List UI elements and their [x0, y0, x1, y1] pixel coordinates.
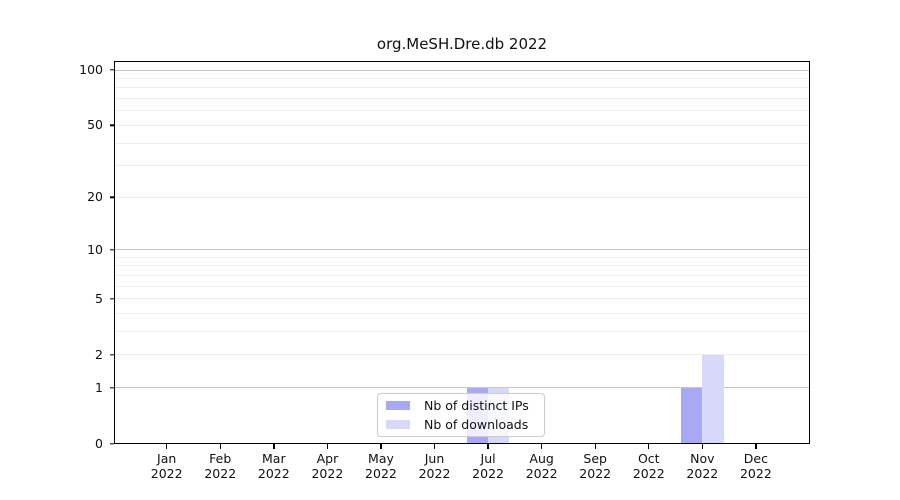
- y-tick-label: 50: [87, 117, 103, 133]
- x-tick-mark: [326, 444, 329, 449]
- legend-row-downloads: Nb of downloads: [378, 417, 544, 433]
- x-tick-mark: [219, 444, 221, 449]
- legend: Nb of distinct IPs Nb of downloads: [377, 393, 545, 437]
- x-tick-label: Apr 2022: [311, 451, 344, 481]
- gridline-minor: [114, 98, 810, 100]
- y-tick-label: 100: [79, 61, 103, 77]
- y-tick-label: 1: [95, 379, 103, 395]
- x-tick-mark: [594, 444, 596, 449]
- x-tick-label: May 2022: [365, 451, 397, 481]
- gridline-minor: [114, 298, 810, 300]
- gridline-minor: [114, 354, 810, 356]
- gridline-minor: [114, 196, 810, 198]
- x-tick-label: Jun 2022: [418, 451, 451, 481]
- legend-row-distinct-ips: Nb of distinct IPs: [378, 398, 544, 414]
- y-tick-label: 0: [95, 435, 103, 451]
- x-tick-label: Jan 2022: [150, 451, 183, 481]
- x-tick-mark: [273, 444, 275, 449]
- x-tick-label: Dec 2022: [739, 451, 772, 481]
- plot-area: [114, 61, 810, 444]
- gridline-minor: [114, 265, 810, 267]
- x-tick-mark: [487, 444, 489, 449]
- gridline-minor: [114, 77, 810, 79]
- y-tick-label: 20: [87, 189, 103, 205]
- chart-title: org.MeSH.Dre.db 2022: [376, 35, 548, 53]
- x-tick-mark: [166, 444, 168, 449]
- gridline-major: [114, 69, 810, 71]
- x-tick-mark: [433, 444, 436, 449]
- x-tick-label: Mar 2022: [257, 451, 290, 481]
- gridline-minor: [114, 274, 810, 276]
- x-tick-mark: [701, 444, 704, 449]
- legend-label-distinct-ips: Nb of distinct IPs: [424, 398, 529, 413]
- y-tick-mark: [109, 248, 114, 251]
- y-tick-mark: [109, 443, 114, 445]
- y-tick-label: 10: [87, 241, 103, 257]
- x-tick-label: Feb 2022: [204, 451, 237, 481]
- gridline-minor: [114, 142, 810, 144]
- gridline-minor: [114, 124, 810, 126]
- bar-downloads: [702, 354, 724, 444]
- y-tick-mark: [109, 196, 114, 198]
- gridline-minor: [114, 165, 810, 167]
- y-tick-mark: [109, 298, 114, 300]
- gridline-minor: [114, 110, 810, 112]
- gridline-minor: [114, 331, 810, 333]
- gridline-major: [114, 387, 810, 389]
- distinct-ips-swatch: [386, 400, 410, 411]
- gridline-minor: [114, 285, 810, 287]
- gridline-minor: [114, 87, 810, 89]
- legend-label-downloads: Nb of downloads: [424, 417, 529, 432]
- y-tick-mark: [109, 354, 114, 356]
- x-tick-mark: [540, 444, 543, 449]
- y-tick-label: 5: [95, 290, 103, 306]
- y-tick-label: 2: [95, 346, 103, 362]
- x-tick-mark: [648, 444, 650, 449]
- gridline-minor: [114, 313, 810, 315]
- gridline-minor: [114, 256, 810, 258]
- y-tick-mark: [109, 69, 114, 71]
- x-tick-label: Nov 2022: [686, 451, 719, 481]
- downloads-swatch: [386, 419, 410, 430]
- x-tick-label: Aug 2022: [525, 451, 558, 481]
- x-tick-label: Oct 2022: [632, 451, 665, 481]
- gridline-major: [114, 249, 810, 251]
- y-tick-mark: [109, 124, 114, 127]
- y-tick-mark: [109, 387, 114, 389]
- x-tick-mark: [380, 444, 382, 449]
- x-tick-label: Jul 2022: [472, 451, 504, 481]
- bar-distinct-ips: [680, 387, 703, 444]
- x-tick-mark: [755, 444, 757, 449]
- x-tick-label: Sep 2022: [579, 451, 612, 481]
